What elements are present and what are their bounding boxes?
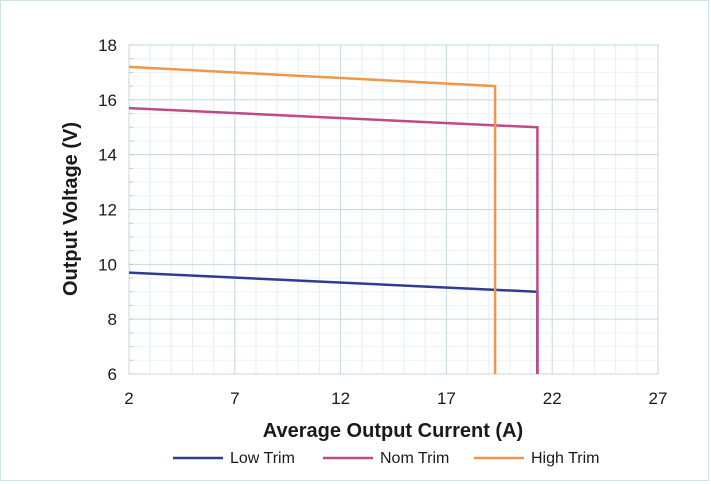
y-tick-label: 8 xyxy=(108,310,117,329)
x-tick-label: 17 xyxy=(437,389,456,408)
y-tick-label: 10 xyxy=(98,255,117,274)
y-tick-label: 12 xyxy=(98,201,117,220)
y-axis-title: Output Voltage (V) xyxy=(60,122,82,296)
x-tick-label: 27 xyxy=(649,389,668,408)
x-tick-label: 7 xyxy=(230,389,239,408)
y-tick-label: 6 xyxy=(108,365,117,384)
x-tick-label: 22 xyxy=(543,389,562,408)
series-line-high-trim xyxy=(128,65,497,374)
grid xyxy=(128,44,659,375)
axes xyxy=(128,44,659,375)
y-tick-label: 14 xyxy=(98,146,117,165)
series-line-low-trim xyxy=(128,271,539,374)
series-lines xyxy=(128,65,539,374)
x-tick-label: 2 xyxy=(124,389,133,408)
legend: Low Trim Nom Trim High Trim xyxy=(173,450,599,467)
x-tick-label: 12 xyxy=(331,389,350,408)
legend-label-low-trim: Low Trim xyxy=(230,450,295,467)
legend-label-high-trim: High Trim xyxy=(531,450,599,467)
x-axis-title: Average Output Current (A) xyxy=(263,420,523,442)
legend-label-nom-trim: Nom Trim xyxy=(380,450,449,467)
series-line-nom-trim xyxy=(128,106,539,374)
y-tick-label: 16 xyxy=(98,91,117,110)
x-tick-labels: 2 7 12 17 22 27 xyxy=(124,389,667,408)
y-tick-labels: 6 8 10 12 14 16 18 xyxy=(98,36,117,384)
y-tick-label: 18 xyxy=(98,36,117,55)
